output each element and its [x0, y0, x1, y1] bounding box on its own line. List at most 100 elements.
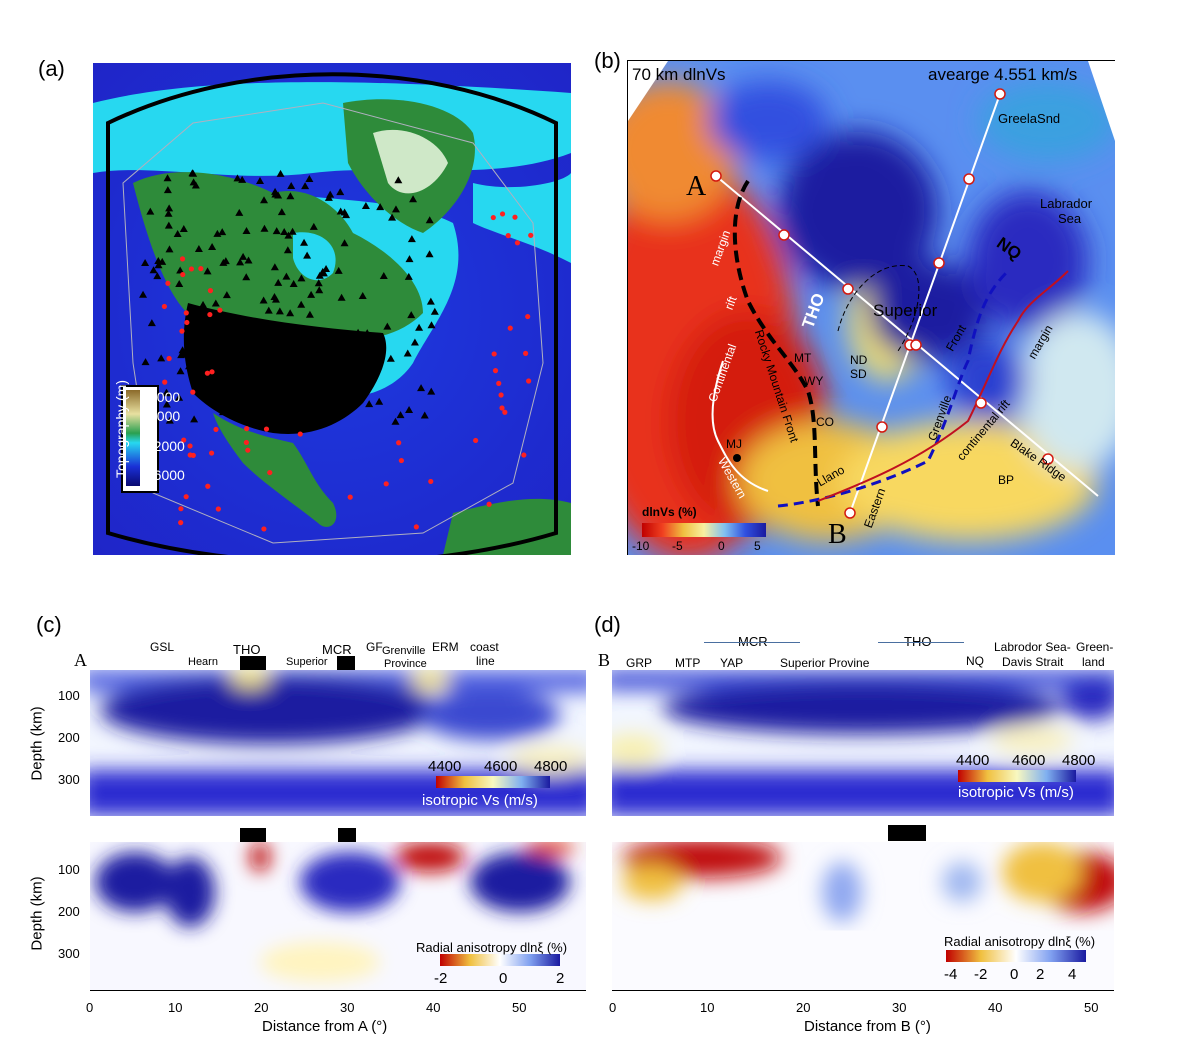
station-marker — [354, 328, 363, 336]
station-marker — [273, 384, 282, 392]
station-marker — [305, 175, 314, 183]
station-marker — [260, 196, 269, 204]
region-d-mtp: MTP — [675, 656, 701, 670]
station-marker — [361, 201, 370, 209]
map-label-mt: MT — [794, 351, 812, 365]
event-marker — [525, 313, 531, 320]
station-marker — [404, 272, 413, 280]
station-marker — [163, 174, 172, 182]
region-d-nq: NQ — [966, 654, 984, 668]
event-marker — [297, 431, 303, 437]
station-marker — [271, 190, 280, 198]
event-marker — [263, 426, 270, 432]
x-tick-d-40: 40 — [988, 1000, 1003, 1015]
station-marker — [344, 353, 353, 361]
y-tick-c-100b: 100 — [58, 862, 80, 877]
station-marker — [274, 353, 283, 361]
profile-d-start: B — [598, 650, 611, 670]
station-marker — [154, 256, 163, 264]
x-tick-c-0: 0 — [86, 1000, 94, 1015]
station-marker — [179, 224, 188, 232]
station-marker — [165, 245, 174, 253]
vs-colorbar-c-tick-1: 4400 — [428, 758, 462, 775]
event-marker — [165, 280, 171, 286]
station-marker — [208, 353, 217, 361]
x-tick-c-40: 40 — [426, 1000, 441, 1015]
region-c-hearn: Hearn — [188, 656, 218, 668]
panel-c-label: (c) — [36, 612, 62, 637]
vs-colorbar-d-tick-1: 4400 — [956, 752, 990, 769]
aniso-colorbar-d-tick-2: -2 — [974, 966, 988, 983]
event-marker — [181, 437, 187, 443]
event-marker — [179, 328, 185, 334]
vs-colorbar-c-title: isotropic Vs (m/s) — [422, 792, 538, 809]
station-marker — [307, 290, 316, 298]
x-tick-c-30: 30 — [340, 1000, 355, 1015]
station-marker — [305, 310, 314, 318]
event-marker — [499, 211, 506, 217]
event-marker — [183, 310, 189, 316]
x-label-d: Distance from B (°) — [804, 1018, 931, 1035]
event-marker — [188, 266, 195, 272]
station-marker — [336, 207, 345, 215]
aniso-colorbar-d — [946, 950, 1086, 962]
station-marker — [165, 416, 174, 424]
event-marker — [178, 506, 184, 512]
station-marker — [175, 280, 184, 288]
station-marker — [427, 321, 436, 329]
station-marker — [275, 307, 284, 315]
x-tick-d-50: 50 — [1084, 1000, 1099, 1015]
station-marker — [386, 354, 395, 362]
station-marker — [149, 266, 158, 274]
station-marker — [242, 226, 251, 234]
station-marker — [383, 322, 392, 330]
dlnvs-tick-1: -10 — [632, 539, 650, 553]
region-d-superior: Superior Provine — [780, 656, 870, 670]
topography-colorbar-title: Topography (m) — [113, 379, 129, 479]
station-marker — [224, 364, 233, 372]
event-marker — [498, 392, 504, 398]
station-marker — [141, 258, 150, 266]
station-marker — [207, 325, 216, 333]
point-a-label: A — [686, 171, 707, 202]
dlnvs-tick-3: 0 — [718, 539, 725, 553]
station-marker — [185, 362, 194, 370]
station-marker — [396, 411, 405, 419]
station-marker — [208, 243, 217, 251]
station-marker — [280, 228, 289, 236]
map-label-superior: Superior — [873, 301, 938, 320]
station-marker — [199, 300, 208, 308]
station-marker — [207, 376, 216, 384]
dlnvs-colorbar-title: dlnVs (%) — [642, 505, 697, 519]
station-marker — [405, 405, 414, 413]
aniso-colorbar-d-tick-1: -4 — [944, 966, 958, 983]
y-tick-c-300b: 300 — [58, 946, 80, 961]
panel-d-label: (d) — [594, 612, 621, 637]
station-marker — [165, 204, 174, 212]
panel-b-label: (b) — [594, 48, 621, 73]
x-tick-c-20: 20 — [254, 1000, 269, 1015]
y-tick-c-200b: 200 — [58, 904, 80, 919]
station-marker — [415, 323, 424, 331]
station-marker — [391, 205, 400, 213]
station-marker — [324, 193, 333, 201]
event-marker — [205, 483, 211, 489]
station-marker — [342, 211, 351, 219]
mcr-block-c2 — [338, 828, 356, 842]
station-marker — [388, 213, 397, 221]
aniso-colorbar-d-tick-5: 4 — [1068, 966, 1077, 983]
region-d-yap: YAP — [720, 656, 744, 670]
vs-colorbar-d-tick-2: 4600 — [1012, 752, 1046, 769]
station-marker — [211, 299, 220, 307]
region-c-gsl: GSL — [150, 640, 175, 654]
station-marker — [315, 286, 324, 294]
event-marker — [243, 439, 249, 446]
x-axis-d-line — [612, 990, 1114, 991]
station-marker — [238, 175, 247, 183]
station-marker — [276, 169, 285, 177]
event-marker — [261, 526, 267, 532]
station-marker — [288, 227, 297, 235]
region-d-tho: THO — [904, 634, 932, 649]
point-b-label: B — [828, 519, 847, 550]
aniso-colorbar-c-tick-3: 2 — [556, 970, 565, 987]
